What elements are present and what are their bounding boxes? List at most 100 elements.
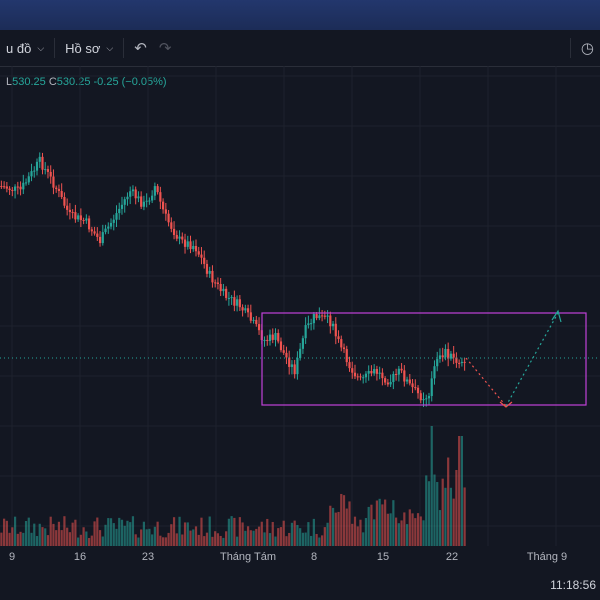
candle-body <box>241 307 244 311</box>
candle-body <box>304 325 307 339</box>
candle-body <box>227 297 230 299</box>
volume-bar <box>342 495 346 546</box>
volume-bar <box>200 517 203 546</box>
volume-bar <box>38 523 41 546</box>
candle-body <box>90 229 93 232</box>
candle-body <box>460 361 463 364</box>
volume-bar <box>82 527 85 546</box>
price-chart[interactable] <box>0 66 600 546</box>
candle-body <box>389 382 392 385</box>
volume-bar <box>225 531 228 546</box>
volume-bar <box>49 516 52 546</box>
candle-body <box>134 189 137 199</box>
volume-bar <box>129 522 132 546</box>
candle-body <box>353 372 357 377</box>
candle-body <box>35 161 39 171</box>
candle-body <box>362 377 365 379</box>
candle-body <box>257 324 261 331</box>
candle-body <box>266 339 269 342</box>
volume-bar <box>277 528 280 546</box>
candle-body <box>348 362 351 369</box>
candle-body <box>318 315 321 319</box>
candle-body <box>430 378 433 397</box>
volume-bar <box>35 536 39 546</box>
candle-body <box>214 282 217 284</box>
volume-bar <box>68 532 71 546</box>
redo-button[interactable]: ↷ <box>153 30 178 66</box>
candle-body <box>408 379 411 384</box>
candle-body <box>186 241 189 247</box>
volume-bar <box>307 522 310 546</box>
volume-bar <box>299 528 302 546</box>
volume-bar <box>427 481 431 546</box>
candle-body <box>151 195 154 201</box>
volume-bar <box>172 517 176 546</box>
candle-body <box>411 383 414 388</box>
volume-bar <box>241 522 244 546</box>
candle-body <box>153 186 156 196</box>
candle-body <box>403 370 406 382</box>
candle-body <box>225 288 228 298</box>
candle-body <box>170 222 173 229</box>
candle-body <box>208 270 211 274</box>
volume-bar <box>249 530 252 546</box>
time-axis-label: 16 <box>73 551 87 563</box>
toolbar-divider <box>569 38 571 58</box>
volume-bar <box>233 517 236 546</box>
candle-body <box>364 373 368 378</box>
candle-body <box>200 254 203 258</box>
volume-bar <box>334 512 337 546</box>
forecast-down-line <box>465 357 507 407</box>
candle-body <box>46 169 50 172</box>
candle-body <box>367 370 370 374</box>
low-value: 530.25 <box>12 76 46 88</box>
candle-body <box>118 208 121 214</box>
candle-body <box>378 372 381 374</box>
volume-bar <box>348 501 351 546</box>
volume-bar <box>447 457 450 546</box>
candle-body <box>458 362 461 364</box>
volume-bar <box>381 504 384 546</box>
volume-bar <box>246 526 250 546</box>
volume-bar <box>203 536 206 546</box>
clock-readout: 11:18:56 <box>550 578 596 592</box>
volume-bar <box>63 516 66 546</box>
volume-bar <box>24 520 28 546</box>
volume-bar <box>310 535 313 546</box>
candle-body <box>98 236 102 244</box>
volume-bar <box>405 524 409 546</box>
volume-bar <box>455 469 458 546</box>
history-button[interactable]: ◷ <box>575 30 600 66</box>
candle-body <box>148 200 151 202</box>
volume-bar <box>142 521 146 546</box>
window-title-bar <box>0 0 600 30</box>
volume-bar <box>120 519 124 546</box>
volume-bar <box>66 527 69 546</box>
volume-bar <box>288 532 291 546</box>
candle-body <box>164 209 167 214</box>
volume-bar <box>337 511 340 546</box>
volume-bar <box>162 537 165 546</box>
candle-body <box>279 341 283 351</box>
candle-body <box>449 353 453 359</box>
candle-body <box>323 315 326 317</box>
volume-bar <box>263 532 266 546</box>
candle-body <box>131 189 135 192</box>
profile-menu[interactable]: Hồ sơ ⌵ <box>59 30 119 66</box>
candle-body <box>142 201 146 207</box>
volume-bar <box>170 524 173 546</box>
candle-body <box>356 376 359 378</box>
candle-body <box>375 369 379 374</box>
candle-body <box>120 204 124 209</box>
volume-bar <box>101 536 104 546</box>
candle-body <box>172 228 176 235</box>
chart-type-menu[interactable]: u đồ ⌵ <box>0 30 50 66</box>
volume-bar <box>175 533 178 546</box>
volume-bar <box>244 530 247 546</box>
candle-body <box>11 189 14 191</box>
candle-body <box>405 379 409 382</box>
undo-button[interactable]: ↶ <box>128 30 153 66</box>
volume-bar <box>145 529 148 546</box>
candle-body <box>145 200 148 202</box>
candle-body <box>299 348 302 359</box>
